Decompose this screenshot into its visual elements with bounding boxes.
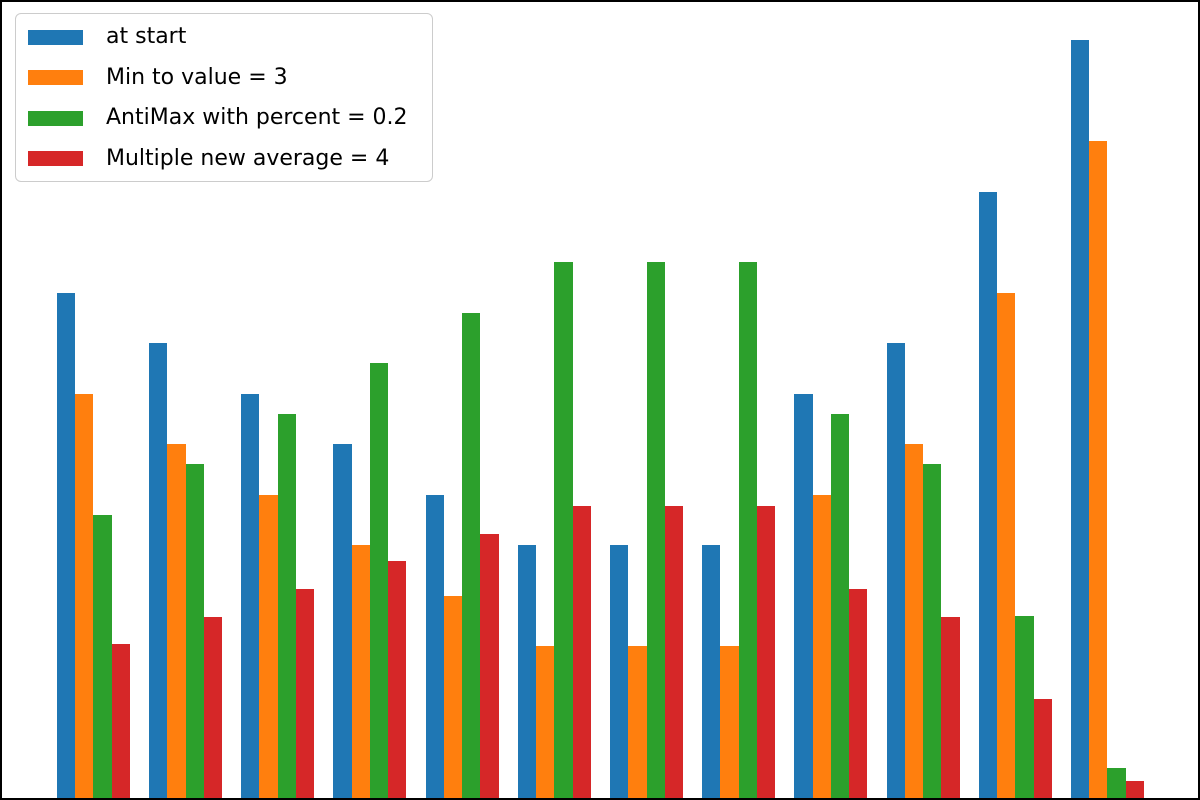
- legend-item: Min to value = 3: [28, 58, 408, 99]
- legend-item: AntiMax with percent = 0.2: [28, 98, 408, 139]
- bar: [241, 393, 260, 798]
- legend-swatch: [28, 151, 83, 167]
- bar: [554, 262, 573, 798]
- bar: [517, 545, 537, 798]
- legend-swatch: [28, 70, 83, 86]
- bar: [812, 494, 831, 798]
- bar: [1015, 616, 1034, 798]
- bar: [56, 292, 76, 798]
- bar: [904, 444, 924, 798]
- bar: [259, 494, 278, 798]
- bar: [664, 506, 684, 798]
- bar: [333, 444, 352, 798]
- bar: [997, 292, 1016, 798]
- legend-label: at start: [106, 24, 187, 50]
- bar: [203, 616, 223, 798]
- bar: [462, 312, 481, 798]
- legend-label: Min to value = 3: [106, 64, 288, 90]
- bar: [75, 393, 94, 798]
- bar: [443, 595, 463, 798]
- bar: [149, 343, 168, 798]
- bar: [756, 506, 776, 798]
- legend-item: Multiple new average = 4: [28, 139, 408, 180]
- bar: [93, 514, 112, 798]
- bar: [167, 444, 186, 798]
- legend-label: AntiMax with percent = 0.2: [106, 105, 408, 131]
- bar: [185, 464, 204, 798]
- bar: [351, 545, 370, 798]
- bar: [296, 588, 315, 798]
- legend-item: at start: [28, 17, 408, 58]
- bar: [425, 494, 444, 798]
- bar: [886, 343, 905, 798]
- bar: [572, 506, 591, 798]
- bar: [978, 191, 997, 798]
- bar: [480, 534, 499, 798]
- bar: [369, 363, 389, 798]
- bar: [277, 413, 296, 798]
- bar: [1089, 140, 1108, 798]
- bar: [1125, 781, 1144, 798]
- bar: [702, 545, 721, 798]
- bar: [111, 643, 130, 798]
- bar: [941, 616, 960, 798]
- bar: [738, 262, 757, 798]
- bar: [830, 413, 850, 798]
- legend-swatch: [28, 110, 83, 126]
- bar: [1070, 39, 1090, 798]
- bar: [646, 262, 665, 798]
- bar: [794, 393, 813, 798]
- bar: [1107, 767, 1126, 798]
- bar: [1033, 698, 1052, 798]
- bar: [628, 646, 647, 798]
- legend-swatch: [28, 29, 83, 45]
- bar: [609, 545, 629, 798]
- bar: [923, 464, 942, 798]
- bar: [536, 646, 555, 798]
- legend: at start Min to value = 3 AntiMax with per…: [15, 13, 433, 182]
- bar: [388, 561, 407, 798]
- legend-label: Multiple new average = 4: [106, 145, 390, 171]
- bar: [849, 588, 868, 798]
- bar: [720, 646, 739, 798]
